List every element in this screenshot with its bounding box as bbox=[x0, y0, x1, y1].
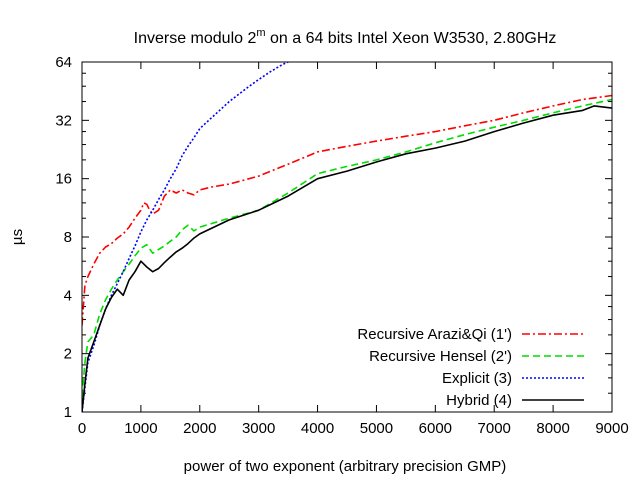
y-tick-label: 8 bbox=[64, 229, 72, 246]
x-tick-label: 3000 bbox=[242, 420, 275, 437]
y-tick-label: 1 bbox=[64, 404, 72, 421]
series-1-line bbox=[82, 94, 612, 326]
x-tick-label: 2000 bbox=[183, 420, 216, 437]
x-tick-label: 8000 bbox=[536, 420, 569, 437]
legend-label-2: Recursive Hensel (2') bbox=[369, 348, 512, 365]
x-tick-label: 4000 bbox=[301, 420, 334, 437]
chart-title-superscript: m bbox=[256, 27, 265, 39]
plot-frame bbox=[81, 61, 613, 413]
series-lines-group bbox=[82, 62, 612, 412]
y-tick-label: 16 bbox=[55, 171, 72, 188]
series-4-line bbox=[82, 105, 612, 412]
legend-label-3: Explicit (3) bbox=[442, 370, 512, 387]
y-axis-label: µs bbox=[9, 229, 26, 245]
x-tick-label: 9000 bbox=[595, 420, 628, 437]
y-tick-label: 2 bbox=[64, 346, 72, 363]
chart-title: Inverse modulo 2m on a 64 bits Intel Xeo… bbox=[134, 27, 557, 47]
x-tick-label: 7000 bbox=[478, 420, 511, 437]
legend-label-4: Hybrid (4) bbox=[446, 392, 512, 409]
x-tick-label: 1000 bbox=[124, 420, 157, 437]
axis-ticks-group bbox=[81, 61, 613, 413]
legend-label-1: Recursive Arazi&Qi (1') bbox=[357, 326, 512, 343]
chart-title-prefix: Inverse modulo 2 bbox=[134, 30, 257, 47]
y-tick-label: 4 bbox=[64, 287, 72, 304]
tick-labels-group: 0 1000 2000 3000 4000 5000 6000 7000 8000 9000 1 2 4… bbox=[55, 54, 628, 437]
x-axis-label: power of two exponent (arbitrary precisi… bbox=[184, 458, 507, 475]
x-tick-label: 6000 bbox=[419, 420, 452, 437]
y-tick-label: 32 bbox=[55, 112, 72, 129]
x-tick-label: 0 bbox=[78, 420, 86, 437]
x-tick-label: 5000 bbox=[360, 420, 393, 437]
legend: Recursive Arazi&Qi (1') Recursive Hensel … bbox=[357, 326, 584, 409]
y-tick-label: 64 bbox=[55, 54, 72, 71]
chart-title-suffix: on a 64 bits Intel Xeon W3530, 2.80GHz bbox=[266, 30, 557, 47]
series-2-line bbox=[82, 98, 612, 397]
